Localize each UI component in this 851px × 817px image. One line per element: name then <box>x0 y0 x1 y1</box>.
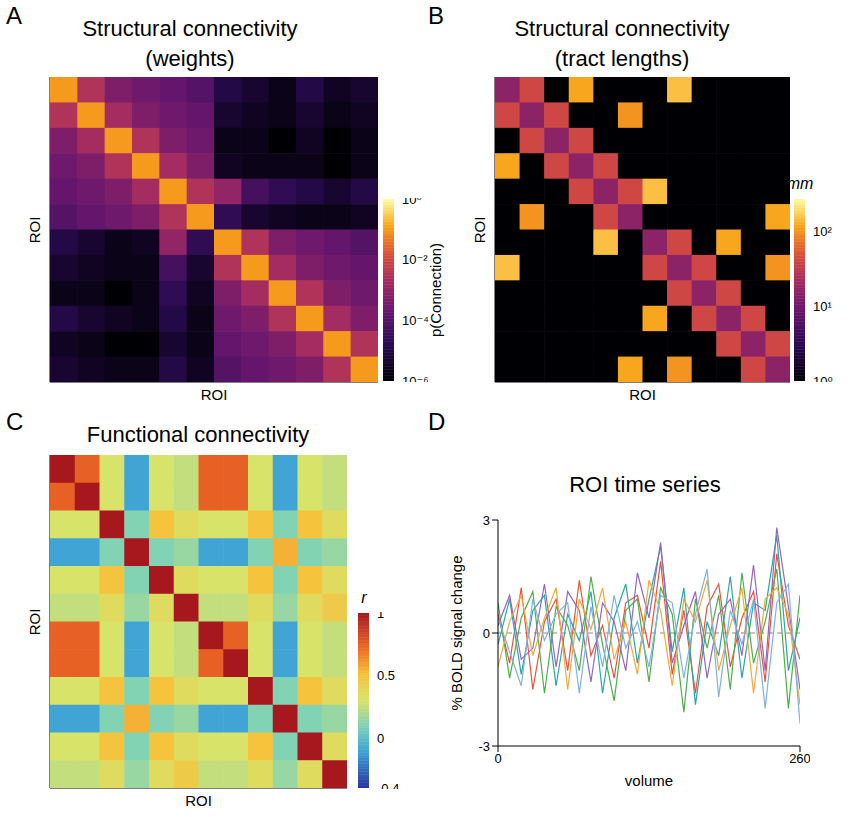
html-text:A: A <box>6 2 22 29</box>
html-text:ROI time series: ROI time series <box>569 472 721 497</box>
html-text:ROI: ROI <box>185 792 212 809</box>
html-text:p(Connection): p(Connection) <box>426 242 444 338</box>
svg-text:10²: 10² <box>813 224 832 239</box>
html-text:ROI: ROI <box>200 386 228 403</box>
html-text:Structural connectivity: Structural connectivity <box>514 16 730 41</box>
svg-text:10⁻⁶: 10⁻⁶ <box>402 374 429 382</box>
svg-text:10⁻⁴: 10⁻⁴ <box>402 313 429 328</box>
svg-text:10¹: 10¹ <box>813 299 832 314</box>
svg-text:0: 0 <box>377 731 384 746</box>
html-text:B: B <box>428 2 444 29</box>
html-text:Functional connectivity: Functional connectivity <box>86 422 310 447</box>
svg-text:10⁰: 10⁰ <box>402 198 422 207</box>
svg-text:0.5: 0.5 <box>377 668 395 683</box>
html-text:% BOLD signal change: % BOLD signal change <box>447 555 465 711</box>
svg-text:1: 1 <box>377 612 384 621</box>
html-text:ROI: ROI <box>629 386 656 403</box>
svg-text:0: 0 <box>494 751 501 766</box>
svg-text:260: 260 <box>789 751 810 766</box>
svg-text:-0.4: -0.4 <box>377 781 399 789</box>
html-text:ROI: ROI <box>25 216 43 243</box>
svg-text:3: 3 <box>483 514 490 528</box>
html-text:ROI: ROI <box>470 216 488 243</box>
html-text:(weights): (weights) <box>145 46 235 71</box>
html-text:(tract lengths): (tract lengths) <box>554 46 690 71</box>
html-text:mm: mm <box>786 175 814 192</box>
svg-text:-3: -3 <box>478 739 490 754</box>
html-text:r: r <box>361 589 367 606</box>
html-text:ROI: ROI <box>25 608 43 635</box>
html-text:C: C <box>6 408 24 435</box>
html-text:volume: volume <box>624 772 674 789</box>
svg-text:10⁰: 10⁰ <box>813 374 833 382</box>
svg-text:0: 0 <box>483 626 490 641</box>
svg-text:10⁻²: 10⁻² <box>402 252 428 267</box>
html-text:D: D <box>428 408 446 435</box>
html-text:Structural connectivity: Structural connectivity <box>82 16 298 41</box>
